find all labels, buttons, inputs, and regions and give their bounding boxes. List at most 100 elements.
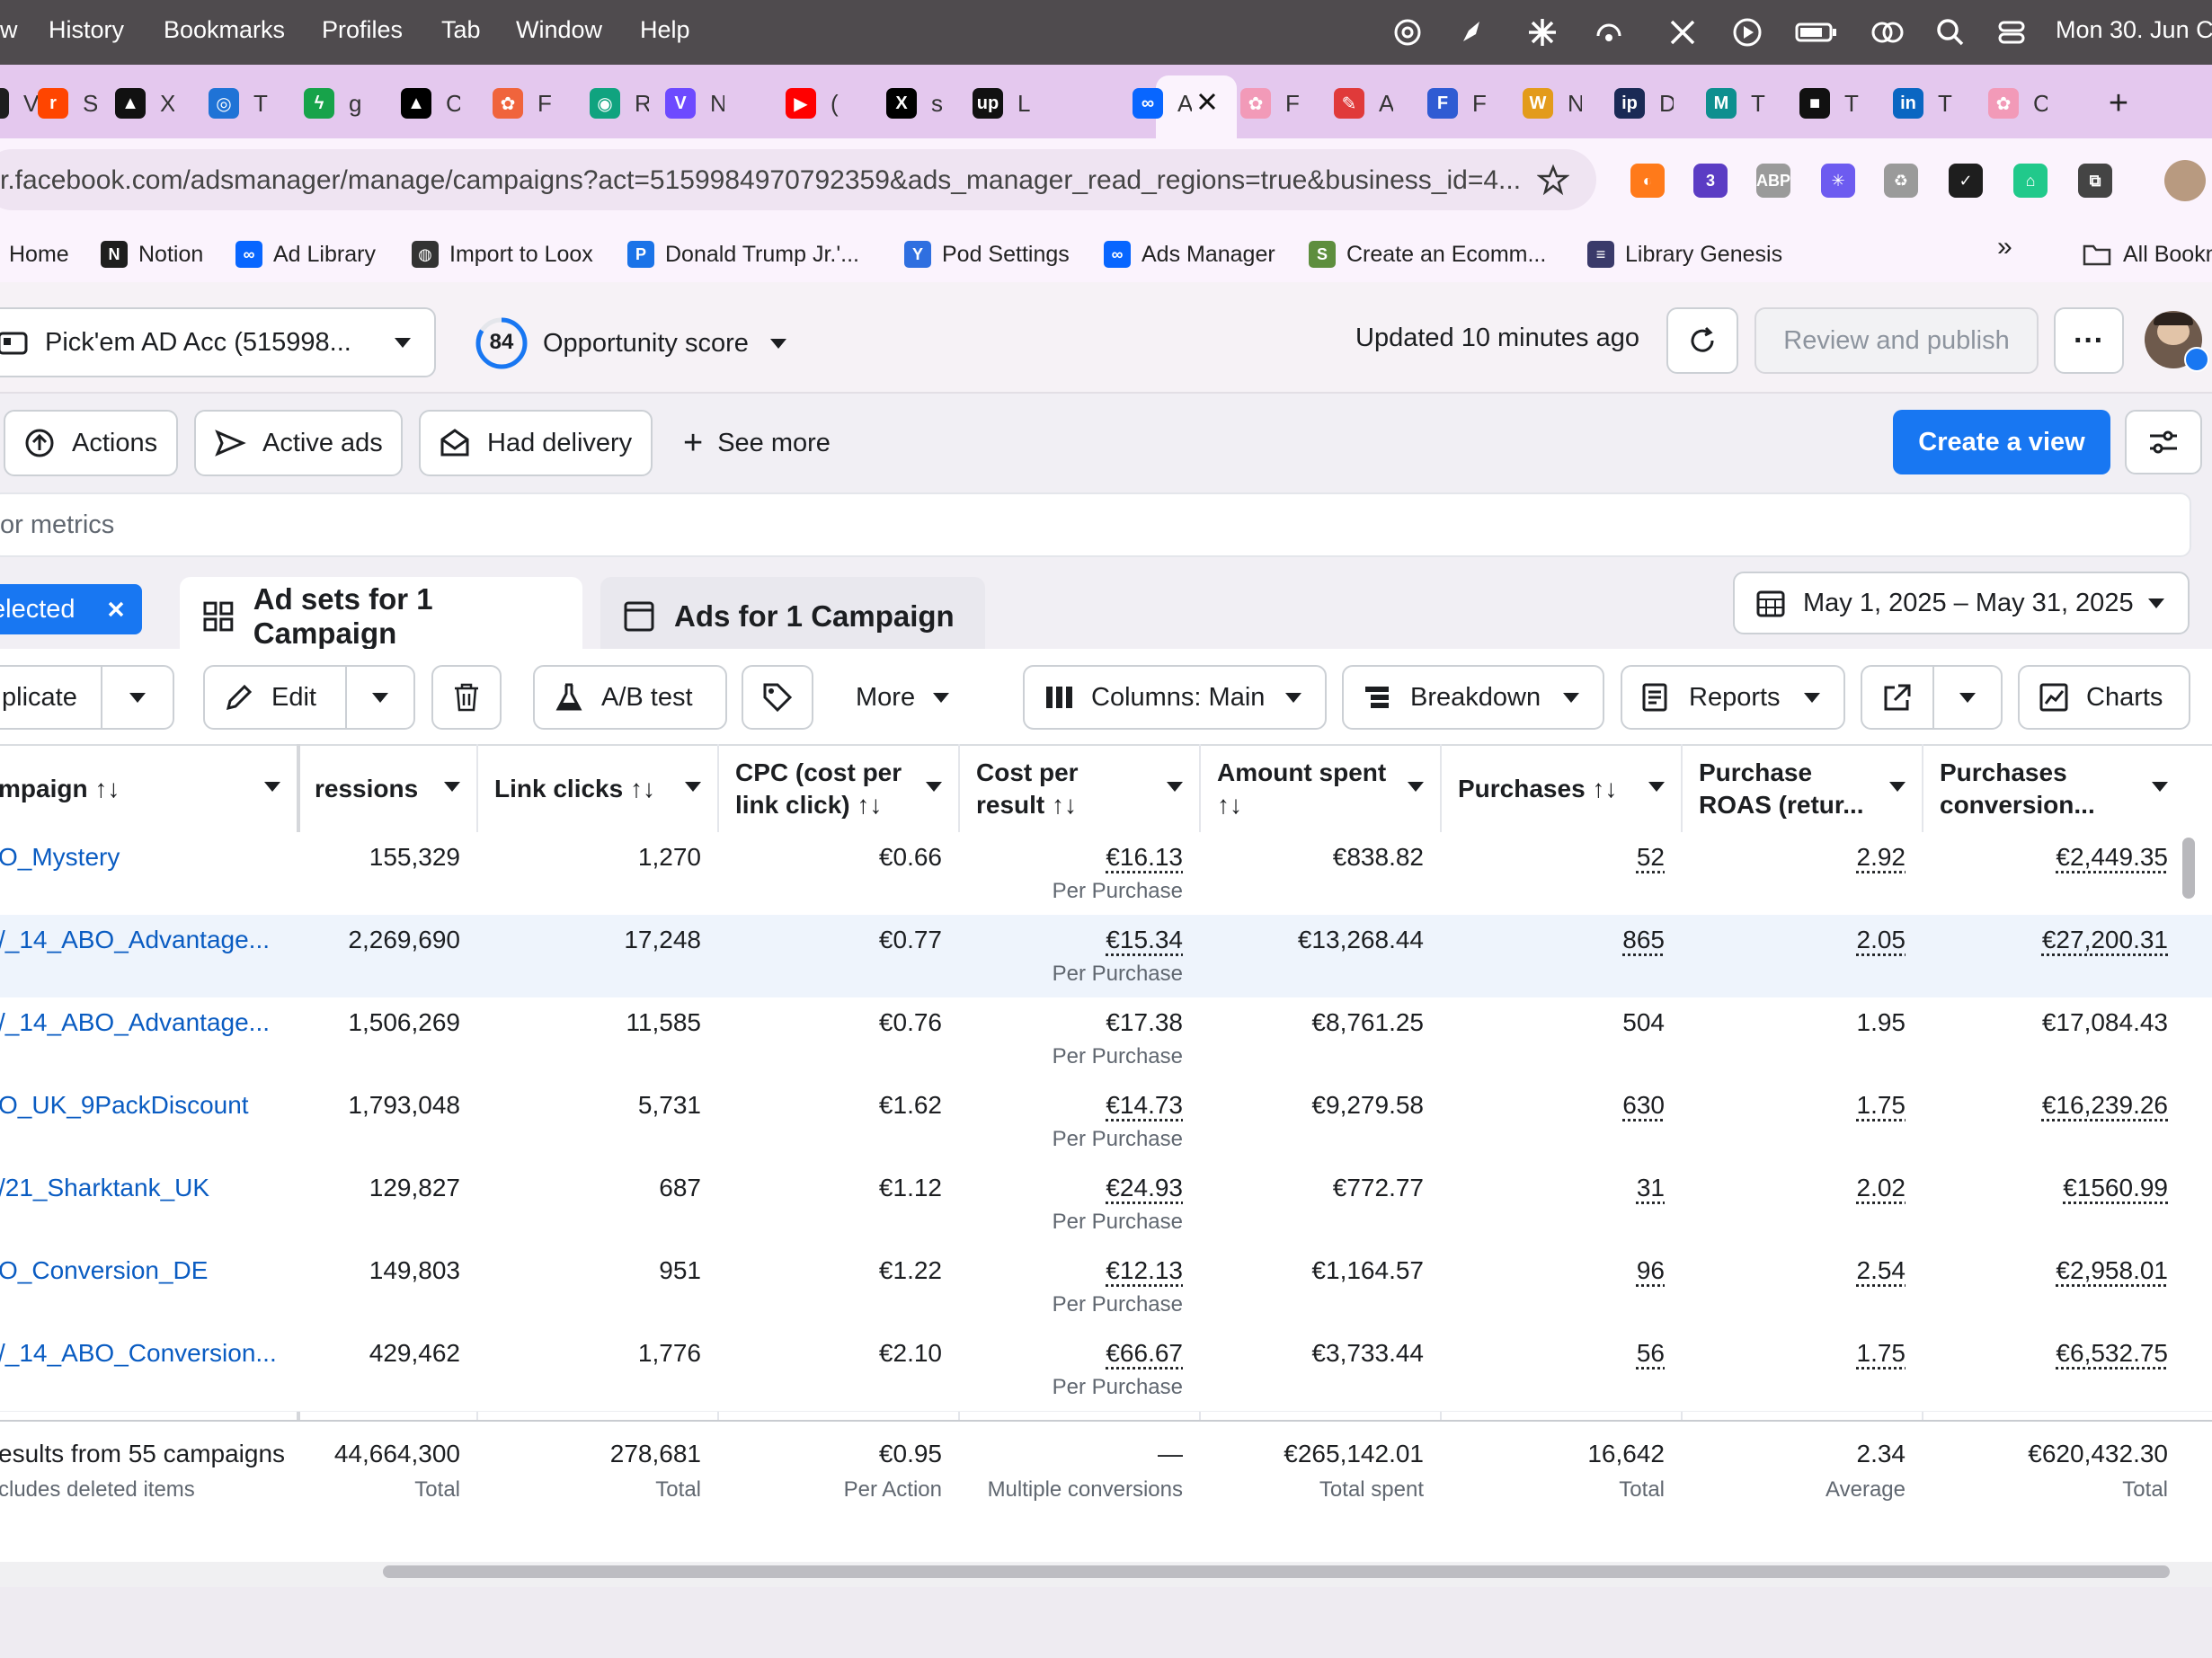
tag-button[interactable] bbox=[742, 665, 813, 730]
had-delivery-filter-button[interactable]: Had delivery bbox=[419, 410, 653, 476]
date-range-picker[interactable]: May 1, 2025 – May 31, 2025 bbox=[1733, 572, 2190, 634]
campaign-name-link[interactable]: /_14_ABO_Advantage... bbox=[0, 926, 270, 953]
campaign-name-link[interactable]: /_14_ABO_Conversion... bbox=[0, 1339, 277, 1367]
browser-tab[interactable]: ◉ R bbox=[590, 77, 671, 131]
green-ext-icon[interactable]: ⌂ bbox=[2013, 164, 2048, 198]
columns-button[interactable]: Columns: Main bbox=[1023, 665, 1327, 730]
cloud-wifi-status-icon[interactable] bbox=[1593, 16, 1625, 49]
browser-tab[interactable]: ▶( bbox=[786, 77, 866, 131]
search-icon[interactable] bbox=[1934, 16, 1967, 49]
all-bookmarks[interactable]: All Bookm bbox=[2082, 232, 2212, 277]
more-actions-button[interactable]: More bbox=[856, 665, 973, 730]
chevron-down-icon[interactable] bbox=[264, 782, 280, 792]
control-center-icon[interactable] bbox=[1995, 16, 2028, 49]
account-picker[interactable]: Pick'em AD Acc (515998... bbox=[0, 307, 436, 377]
export-button[interactable] bbox=[1861, 665, 1934, 730]
column-header-campaign[interactable]: mpaign ↑↓ bbox=[0, 757, 232, 805]
bookmark-item[interactable]: Y Pod Settings bbox=[904, 232, 1070, 277]
chevron-down-icon[interactable] bbox=[926, 782, 942, 792]
active-ads-filter-button[interactable]: Active ads bbox=[194, 410, 403, 476]
menu-help[interactable]: Help bbox=[640, 16, 690, 43]
review-and-publish-button[interactable]: Review and publish bbox=[1754, 307, 2039, 374]
browser-tab[interactable]: ▲ C bbox=[401, 77, 482, 131]
bookmark-item[interactable]: P Donald Trump Jr.'... bbox=[627, 232, 859, 277]
cell-purchase-roas[interactable]: 1.75 bbox=[1856, 1091, 1906, 1119]
cell-purchases-conversion[interactable]: €2,449.35 bbox=[2056, 843, 2168, 871]
bookmark-star-icon[interactable] bbox=[1537, 164, 1569, 196]
cell-purchases[interactable]: 630 bbox=[1622, 1091, 1665, 1119]
tab-ad-sets[interactable]: Ad sets for 1 Campaign bbox=[180, 577, 582, 656]
column-header-purchases-conversion[interactable]: Purchases conversion... bbox=[1940, 757, 2139, 821]
menu-window-partial[interactable]: w bbox=[0, 16, 18, 43]
purple-ext-icon[interactable]: 3 bbox=[1693, 164, 1728, 198]
browser-tab[interactable]: ∞ A bbox=[1133, 77, 1213, 131]
column-header-purchase-roas[interactable]: Purchase ROAS (retur... bbox=[1699, 757, 1877, 821]
new-tab-button[interactable]: + bbox=[2108, 84, 2129, 122]
bookmark-item[interactable]: ∞ Ads Manager bbox=[1104, 232, 1275, 277]
browser-tab[interactable]: ◎ T bbox=[209, 77, 289, 131]
search-input-placeholder[interactable]: or metrics bbox=[0, 510, 115, 539]
puzzle-ext-icon[interactable]: ♻ bbox=[1884, 164, 1918, 198]
cell-cost-per-result[interactable]: €14.73 bbox=[1106, 1091, 1183, 1119]
chevron-down-icon[interactable] bbox=[1648, 782, 1665, 792]
cell-cost-per-result[interactable]: €24.93 bbox=[1106, 1174, 1183, 1201]
cell-purchases-conversion[interactable]: €16,239.26 bbox=[2041, 1091, 2168, 1119]
adblock-plus-icon[interactable]: ABP bbox=[1756, 164, 1790, 198]
cell-purchases[interactable]: 865 bbox=[1622, 926, 1665, 953]
see-more-filters-button[interactable]: + See more bbox=[683, 410, 863, 476]
chevron-down-icon[interactable] bbox=[1408, 782, 1424, 792]
cell-purchase-roas[interactable]: 2.02 bbox=[1856, 1174, 1906, 1201]
cell-purchases-conversion[interactable]: €2,958.01 bbox=[2056, 1256, 2168, 1284]
column-header-cpc[interactable]: CPC (cost per link click) ↑↓ bbox=[735, 757, 913, 821]
breakdown-button[interactable]: Breakdown bbox=[1342, 665, 1604, 730]
browser-tab[interactable]: ✎ A bbox=[1334, 77, 1415, 131]
charts-button[interactable]: Charts bbox=[2018, 665, 2190, 730]
user-avatar[interactable] bbox=[2145, 311, 2202, 368]
bookmark-item[interactable]: ◍ Import to Loox bbox=[412, 232, 593, 277]
campaign-name-link[interactable]: O_Mystery bbox=[0, 843, 120, 871]
menu-tab[interactable]: Tab bbox=[441, 16, 481, 43]
more-options-button[interactable]: ··· bbox=[2054, 307, 2124, 374]
chevron-down-icon[interactable] bbox=[444, 782, 460, 792]
table-row[interactable] bbox=[0, 915, 2212, 998]
menu-history[interactable]: History bbox=[49, 16, 125, 43]
selected-campaigns-chip[interactable]: elected bbox=[0, 584, 142, 634]
close-tab-icon[interactable] bbox=[1194, 88, 1221, 115]
browser-tab[interactable]: MV bbox=[0, 77, 59, 131]
edit-dropdown-button[interactable] bbox=[345, 665, 415, 730]
cell-purchase-roas[interactable]: 1.75 bbox=[1856, 1339, 1906, 1367]
column-header-cost-per-result[interactable]: Cost per result ↑↓ bbox=[976, 757, 1154, 821]
actions-filter-button[interactable]: Actions bbox=[4, 410, 178, 476]
address-bar[interactable] bbox=[0, 149, 1596, 210]
cell-purchases-conversion[interactable]: €1560.99 bbox=[2063, 1174, 2168, 1201]
chevron-down-icon[interactable] bbox=[2152, 782, 2168, 792]
browser-tab[interactable]: up L bbox=[973, 77, 1053, 131]
bookmark-item[interactable]: ∞ Ad Library bbox=[235, 232, 376, 277]
cell-cost-per-result[interactable]: €12.13 bbox=[1106, 1256, 1183, 1284]
play-status-icon[interactable] bbox=[1731, 16, 1763, 49]
edit-button[interactable]: Edit bbox=[203, 665, 347, 730]
search-bar[interactable] bbox=[0, 492, 2191, 557]
refresh-button[interactable] bbox=[1666, 307, 1738, 374]
column-header-amount-spent[interactable]: Amount spent ↑↓ bbox=[1217, 757, 1395, 821]
menu-profiles[interactable]: Profiles bbox=[322, 16, 404, 43]
bookmark-item[interactable]: Home bbox=[9, 232, 69, 277]
cell-purchase-roas[interactable]: 2.54 bbox=[1856, 1256, 1906, 1284]
gear-ext-icon[interactable]: ✳ bbox=[1821, 164, 1855, 198]
campaign-name-link[interactable]: /_14_ABO_Advantage... bbox=[0, 1008, 270, 1036]
duplicate-button[interactable]: plicate bbox=[0, 665, 102, 730]
chatgpt-status-icon[interactable] bbox=[1391, 16, 1424, 49]
menu-bookmarks[interactable]: Bookmarks bbox=[164, 16, 286, 43]
url-text[interactable]: r.facebook.com/adsmanager/manage/campaig… bbox=[0, 165, 1519, 195]
cell-purchases[interactable]: 96 bbox=[1636, 1256, 1665, 1284]
cell-purchases-conversion[interactable]: €6,532.75 bbox=[2056, 1339, 2168, 1367]
bookmark-item[interactable]: N Notion bbox=[101, 232, 203, 277]
active-tab[interactable] bbox=[1156, 75, 1237, 138]
tools-status-icon[interactable] bbox=[1666, 16, 1699, 49]
